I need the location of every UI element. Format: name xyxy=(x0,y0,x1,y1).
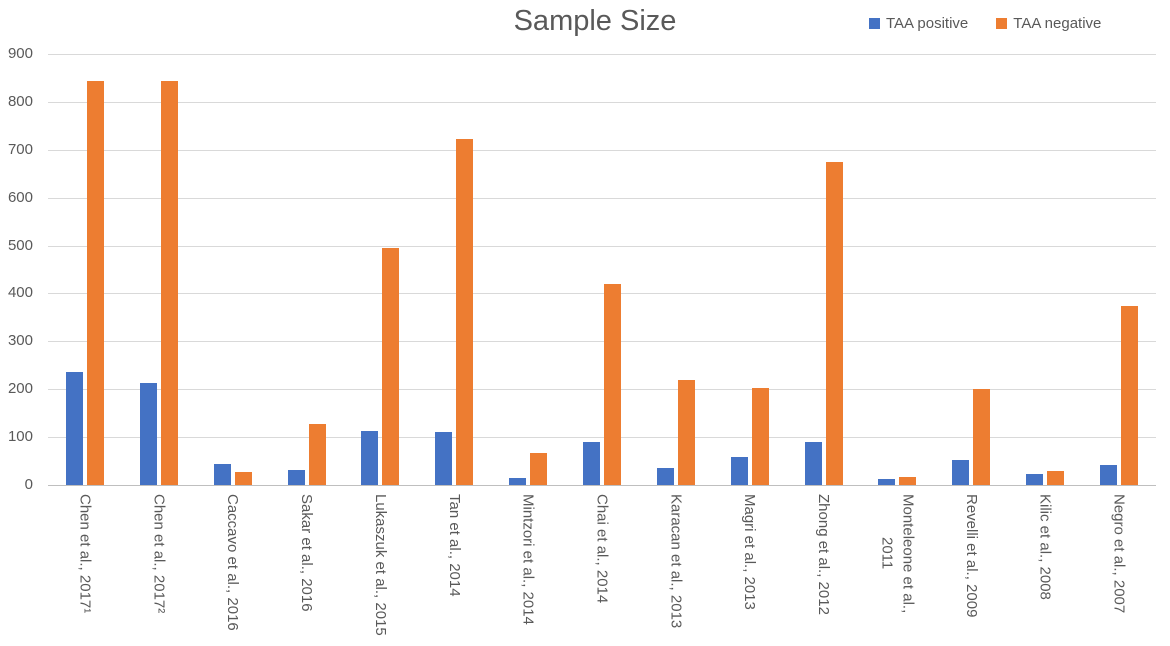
bar-taa-negative xyxy=(899,477,917,485)
x-tick-label: Sakar et al., 2016 xyxy=(298,494,316,612)
bar-taa-negative xyxy=(456,138,474,485)
legend-item-taa-negative: TAA negative xyxy=(996,15,1101,32)
bar-taa-positive xyxy=(435,432,453,485)
bar-taa-negative xyxy=(308,424,326,485)
bar-taa-positive xyxy=(213,464,231,485)
bar-taa-negative xyxy=(973,389,991,485)
legend-label-taa-positive: TAA positive xyxy=(886,15,969,32)
x-axis-line xyxy=(48,485,1156,486)
bar-taa-negative xyxy=(677,380,695,485)
bar-taa-negative xyxy=(160,80,178,485)
bar-taa-positive xyxy=(1026,473,1044,485)
x-tick-label: Chen et al., 2017² xyxy=(150,494,168,614)
gridline xyxy=(48,54,1156,55)
bar-taa-negative xyxy=(382,247,400,485)
y-tick-label: 800 xyxy=(7,92,33,110)
chart-title: Sample Size xyxy=(513,5,677,37)
y-tick-label: 900 xyxy=(7,45,33,62)
gridline xyxy=(48,341,1156,343)
x-tick-label: Chen et al., 2017¹ xyxy=(76,494,94,614)
bar-taa-negative xyxy=(234,472,252,485)
bar-taa-positive xyxy=(139,382,157,485)
gridline xyxy=(48,437,1156,439)
bar-taa-negative xyxy=(86,81,104,485)
gridline xyxy=(48,101,1156,103)
bar-taa-positive xyxy=(1100,464,1118,485)
x-tick-label: Kilic et al., 2008 xyxy=(1036,494,1054,600)
bar-taa-positive xyxy=(509,477,527,485)
y-tick-label: 100 xyxy=(7,428,33,446)
x-tick-label: Lukaszuk et al., 2015 xyxy=(371,494,389,636)
bar-taa-negative xyxy=(825,161,843,485)
bar-taa-negative xyxy=(751,388,769,485)
bar-taa-positive xyxy=(287,470,305,485)
bar-taa-negative xyxy=(530,452,548,485)
legend-item-taa-positive: TAA positive xyxy=(869,15,968,32)
x-tick-label: Chai et al., 2014 xyxy=(593,494,611,604)
y-tick-label: 700 xyxy=(7,140,33,158)
bar-taa-negative xyxy=(604,283,621,485)
bar-taa-positive xyxy=(878,478,896,485)
x-tick-label: Revelli et al., 2009 xyxy=(962,494,980,618)
y-tick-label: 200 xyxy=(7,380,33,398)
legend: TAA positive TAA negative xyxy=(869,15,1101,32)
x-tick-label: Mintzori et al., 2014 xyxy=(519,494,537,625)
x-tick-label: Negro et al., 2007 xyxy=(1110,494,1128,614)
legend-swatch-taa-negative xyxy=(996,18,1008,29)
gridline xyxy=(48,149,1156,151)
y-tick-label: 300 xyxy=(7,332,33,350)
bar-taa-positive xyxy=(361,430,379,485)
legend-label-taa-negative: TAA negative xyxy=(1013,15,1102,32)
gridline xyxy=(48,197,1156,199)
bar-taa-positive xyxy=(65,371,83,485)
bar-taa-positive xyxy=(583,442,600,485)
gridline xyxy=(48,245,1156,247)
x-tick-label: Tan et al., 2014 xyxy=(445,494,463,597)
x-tick-label: Magri et al., 2013 xyxy=(741,494,759,610)
bar-taa-positive xyxy=(804,441,822,485)
x-tick-label: Zhong et al., 2012 xyxy=(815,494,833,615)
y-tick-label: 0 xyxy=(24,476,33,493)
y-tick-label: 600 xyxy=(7,188,33,206)
x-tick-label: Karacan et al., 2013 xyxy=(667,494,685,629)
bar-taa-positive xyxy=(656,468,674,485)
x-tick-label: Monteleone et al., 2011 xyxy=(878,494,917,614)
gridline xyxy=(48,389,1156,391)
x-tick-label: Caccavo et al., 2016 xyxy=(224,494,242,631)
legend-swatch-taa-positive xyxy=(869,18,880,29)
bar-taa-positive xyxy=(952,460,970,485)
bar-taa-negative xyxy=(1121,305,1139,485)
gridline xyxy=(48,293,1156,295)
bar-taa-positive xyxy=(730,457,748,485)
y-tick-label: 400 xyxy=(7,284,33,302)
y-tick-label: 500 xyxy=(7,236,33,254)
bar-taa-negative xyxy=(1047,470,1065,485)
